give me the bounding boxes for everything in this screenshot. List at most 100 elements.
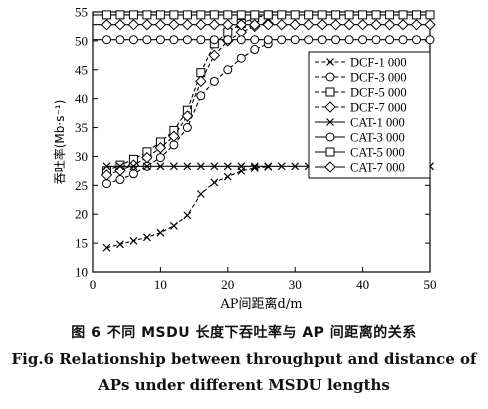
y-tick-label: 40 bbox=[75, 91, 88, 106]
legend-label: DCF-7 000 bbox=[350, 101, 407, 115]
data-point-dcf-1000 bbox=[102, 243, 111, 252]
y-tick-label: 50 bbox=[75, 33, 88, 48]
data-point-cat-3000 bbox=[425, 35, 435, 45]
chart: 0 10 20 30 40 5010152025303540455055AP间距离d/m吞… bbox=[52, 5, 437, 313]
data-point-cat-5000 bbox=[317, 10, 327, 20]
data-point-cat-5000 bbox=[182, 10, 192, 20]
data-point-dcf-7000 bbox=[168, 130, 180, 142]
y-tick-label: 15 bbox=[75, 236, 88, 251]
data-point-cat-1000 bbox=[116, 162, 124, 171]
data-point-dcf-1000 bbox=[250, 164, 259, 172]
data-point-cat-7000 bbox=[114, 19, 126, 31]
x-axis-label: AP间距离d/m bbox=[219, 296, 302, 312]
data-point-cat-1000 bbox=[129, 162, 138, 171]
legend-marker-dcf-1000 bbox=[326, 58, 334, 66]
data-point-cat-7000 bbox=[141, 19, 153, 31]
data-point-cat-5000 bbox=[128, 10, 138, 20]
data-point-cat-1000 bbox=[196, 162, 205, 171]
data-point-cat-7000 bbox=[127, 19, 140, 31]
x-tick-label: 0 bbox=[90, 277, 97, 292]
x-tick-label: 30 bbox=[289, 277, 302, 292]
data-point-cat-3000 bbox=[250, 35, 260, 45]
data-point-cat-1000 bbox=[237, 162, 246, 171]
data-point-cat-7000 bbox=[356, 19, 369, 31]
data-point-dcf-3000 bbox=[128, 169, 138, 179]
data-point-dcf-1000 bbox=[223, 172, 232, 181]
y-tick-label: 35 bbox=[75, 120, 88, 135]
data-point-cat-3000 bbox=[385, 35, 395, 45]
data-point-cat-5000 bbox=[155, 10, 165, 20]
data-point-cat-5000 bbox=[169, 10, 179, 20]
data-point-cat-5000 bbox=[277, 10, 287, 20]
data-point-cat-3000 bbox=[115, 35, 125, 45]
data-point-cat-7000 bbox=[276, 19, 288, 31]
data-point-cat-5000 bbox=[398, 10, 408, 20]
data-point-dcf-7000 bbox=[100, 169, 113, 181]
data-point-dcf-1000 bbox=[142, 233, 151, 242]
data-point-cat-7000 bbox=[222, 19, 234, 31]
data-point-cat-3000 bbox=[358, 35, 368, 45]
data-point-cat-7000 bbox=[168, 19, 180, 31]
data-point-cat-1000 bbox=[250, 162, 259, 171]
data-point-cat-5000 bbox=[223, 10, 233, 20]
data-point-cat-3000 bbox=[317, 35, 327, 45]
data-point-cat-3000 bbox=[277, 35, 287, 45]
legend-marker-cat-1000 bbox=[326, 118, 334, 126]
legend-marker-dcf-3000 bbox=[325, 72, 335, 82]
data-point-cat-5000 bbox=[290, 10, 300, 20]
data-point-cat-5000 bbox=[142, 10, 152, 20]
data-point-cat-1000 bbox=[142, 162, 151, 171]
data-point-cat-7000 bbox=[343, 19, 355, 31]
y-tick-label: 30 bbox=[75, 149, 88, 164]
data-point-cat-3000 bbox=[344, 35, 354, 45]
y-axis-label: 吞吐率(Mb·s⁻¹) bbox=[52, 100, 67, 185]
data-point-cat-5000 bbox=[209, 10, 219, 20]
data-point-dcf-3000 bbox=[250, 45, 260, 55]
data-point-cat-1000 bbox=[277, 162, 286, 171]
data-point-cat-7000 bbox=[100, 19, 113, 31]
data-point-cat-1000 bbox=[264, 162, 273, 171]
data-point-dcf-1000 bbox=[156, 228, 165, 237]
x-tick-label: 40 bbox=[356, 277, 369, 292]
data-point-dcf-7000 bbox=[141, 151, 153, 164]
data-point-cat-3000 bbox=[263, 35, 273, 45]
data-point-cat-5000 bbox=[196, 10, 206, 20]
data-point-cat-3000 bbox=[412, 35, 422, 45]
data-point-dcf-1000 bbox=[169, 221, 178, 230]
data-point-cat-5000 bbox=[101, 10, 111, 20]
data-point-cat-5000 bbox=[263, 10, 273, 20]
y-tick-label: 45 bbox=[75, 62, 88, 77]
series-line-dcf-7000 bbox=[106, 23, 269, 176]
data-point-cat-7000 bbox=[383, 19, 396, 31]
data-point-cat-3000 bbox=[155, 35, 165, 45]
data-point-cat-3000 bbox=[398, 35, 408, 45]
data-point-cat-7000 bbox=[329, 19, 342, 31]
data-point-cat-5000 bbox=[331, 10, 341, 20]
data-point-cat-3000 bbox=[142, 35, 152, 45]
data-point-dcf-3000 bbox=[101, 179, 111, 189]
data-point-dcf-1000 bbox=[196, 190, 205, 198]
data-point-cat-3000 bbox=[101, 35, 111, 45]
x-tick-label: 50 bbox=[424, 277, 437, 292]
legend-label: CAT-1 000 bbox=[350, 116, 405, 130]
x-tick-label: 20 bbox=[221, 277, 234, 292]
data-point-cat-3000 bbox=[223, 35, 233, 45]
data-point-dcf-7000 bbox=[195, 75, 207, 88]
data-point-cat-7000 bbox=[262, 19, 274, 31]
data-point-cat-7000 bbox=[289, 19, 301, 31]
data-point-dcf-3000 bbox=[236, 53, 246, 63]
data-point-cat-1000 bbox=[169, 162, 178, 171]
data-point-cat-7000 bbox=[181, 19, 194, 31]
legend-label: CAT-7 000 bbox=[350, 161, 405, 175]
data-point-cat-5000 bbox=[250, 10, 260, 20]
data-point-dcf-7000 bbox=[208, 49, 221, 62]
data-point-cat-5000 bbox=[304, 10, 314, 20]
data-point-cat-3000 bbox=[290, 35, 300, 45]
data-point-cat-7000 bbox=[316, 19, 328, 31]
legend-label: CAT-3 000 bbox=[350, 131, 405, 145]
x-tick-label: 10 bbox=[154, 277, 167, 292]
y-tick-label: 25 bbox=[75, 178, 88, 193]
data-point-cat-5000 bbox=[412, 10, 422, 20]
data-point-cat-1000 bbox=[102, 162, 111, 171]
data-point-cat-7000 bbox=[370, 19, 382, 31]
